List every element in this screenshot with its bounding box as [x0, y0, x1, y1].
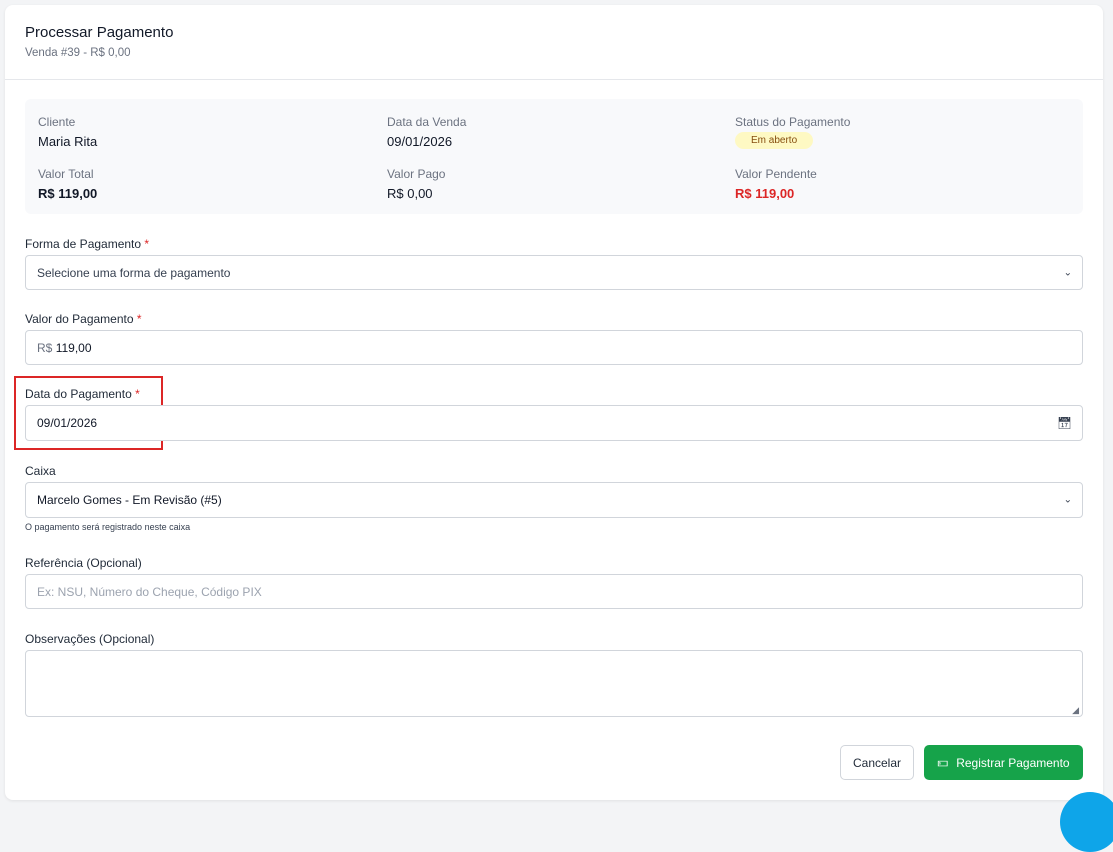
required-mark: * — [135, 387, 140, 401]
label: Cliente — [38, 115, 76, 129]
sale-summary: Cliente Maria Rita Data da Venda 09/01/2… — [25, 99, 1083, 214]
help-button[interactable] — [1060, 792, 1113, 852]
referencia-input[interactable]: Ex: NSU, Número do Cheque, Código PIX — [25, 574, 1083, 609]
register-payment-button[interactable]: 💵︎ Registrar Pagamento — [924, 745, 1083, 780]
observacoes-textarea[interactable]: ◢ — [25, 650, 1083, 717]
chevron-down-icon: ⌄ — [1063, 494, 1072, 506]
label-text: Forma de Pagamento — [25, 237, 142, 251]
data-pagamento-input[interactable]: 09/01/2026 📅︎ — [25, 405, 1083, 441]
caixa-value: Marcelo Gomes - Em Revisão (#5) — [37, 493, 222, 507]
pendente-value: R$ 119,00 — [735, 186, 795, 201]
data-venda-info: Data da Venda 09/01/2026 — [387, 115, 466, 149]
money-icon: 💵︎ — [937, 755, 949, 769]
pendente-info: Valor Pendente R$ 119,00 — [735, 167, 817, 201]
caixa-hint: O pagamento será registrado neste caixa — [25, 522, 191, 532]
status-badge: Em aberto — [735, 132, 814, 149]
pago-info: Valor Pago R$ 0,00 — [387, 167, 445, 201]
total-value: R$ 119,00 — [38, 186, 98, 201]
placeholder: Ex: NSU, Número do Cheque, Código PIX — [37, 584, 262, 599]
valor-label: Valor do Pagamento * — [25, 312, 142, 326]
required-mark: * — [136, 312, 142, 326]
required-mark: * — [144, 237, 150, 251]
label-text: Valor do Pagamento — [25, 312, 134, 326]
resize-handle-icon[interactable]: ◢ — [1072, 705, 1079, 715]
referencia-label: Referência (Opcional) — [25, 556, 142, 570]
data-value: 09/01/2026 — [37, 416, 98, 430]
forma-pagamento-select[interactable]: Selecione uma forma de pagamento ⌄ — [25, 255, 1083, 290]
currency-prefix: R$ — [37, 340, 53, 355]
data-venda-value: 09/01/2026 — [387, 134, 453, 149]
payment-dialog: Processar Pagamento Venda #39 - R$ 0,00 … — [5, 5, 1103, 800]
cliente-value: Maria Rita — [38, 134, 98, 149]
label: Valor Pago — [387, 167, 446, 181]
label: Status do Pagamento — [735, 115, 851, 129]
cancel-button[interactable]: Cancelar — [840, 745, 914, 780]
button-label: Registrar Pagamento — [956, 755, 1070, 770]
caixa-select[interactable]: Marcelo Gomes - Em Revisão (#5) ⌄ — [25, 482, 1083, 518]
cliente-info: Cliente Maria Rita — [38, 115, 97, 149]
label: Data da Venda — [387, 115, 467, 129]
pago-value: R$ 0,00 — [387, 186, 433, 201]
observacoes-label: Observações (Opcional) — [25, 632, 155, 646]
divider — [5, 79, 1103, 80]
placeholder: Selecione uma forma de pagamento — [37, 265, 231, 280]
valor-value: 119,00 — [55, 340, 92, 355]
calendar-icon[interactable]: 📅︎ — [1056, 416, 1072, 430]
caixa-label: Caixa — [25, 464, 56, 478]
label-text: Data do Pagamento — [25, 387, 132, 401]
page-subtitle: Venda #39 - R$ 0,00 — [25, 47, 131, 59]
status-info: Status do Pagamento Em aberto — [735, 115, 850, 149]
forma-label: Forma de Pagamento * — [25, 237, 149, 251]
chevron-down-icon: ⌄ — [1063, 267, 1072, 278]
total-info: Valor Total R$ 119,00 — [38, 167, 97, 201]
label: Valor Total — [38, 167, 94, 181]
data-label: Data do Pagamento * — [25, 387, 140, 401]
valor-input[interactable]: R$ 119,00 — [25, 330, 1083, 365]
page-title: Processar Pagamento — [25, 24, 174, 41]
label: Valor Pendente — [735, 167, 817, 181]
